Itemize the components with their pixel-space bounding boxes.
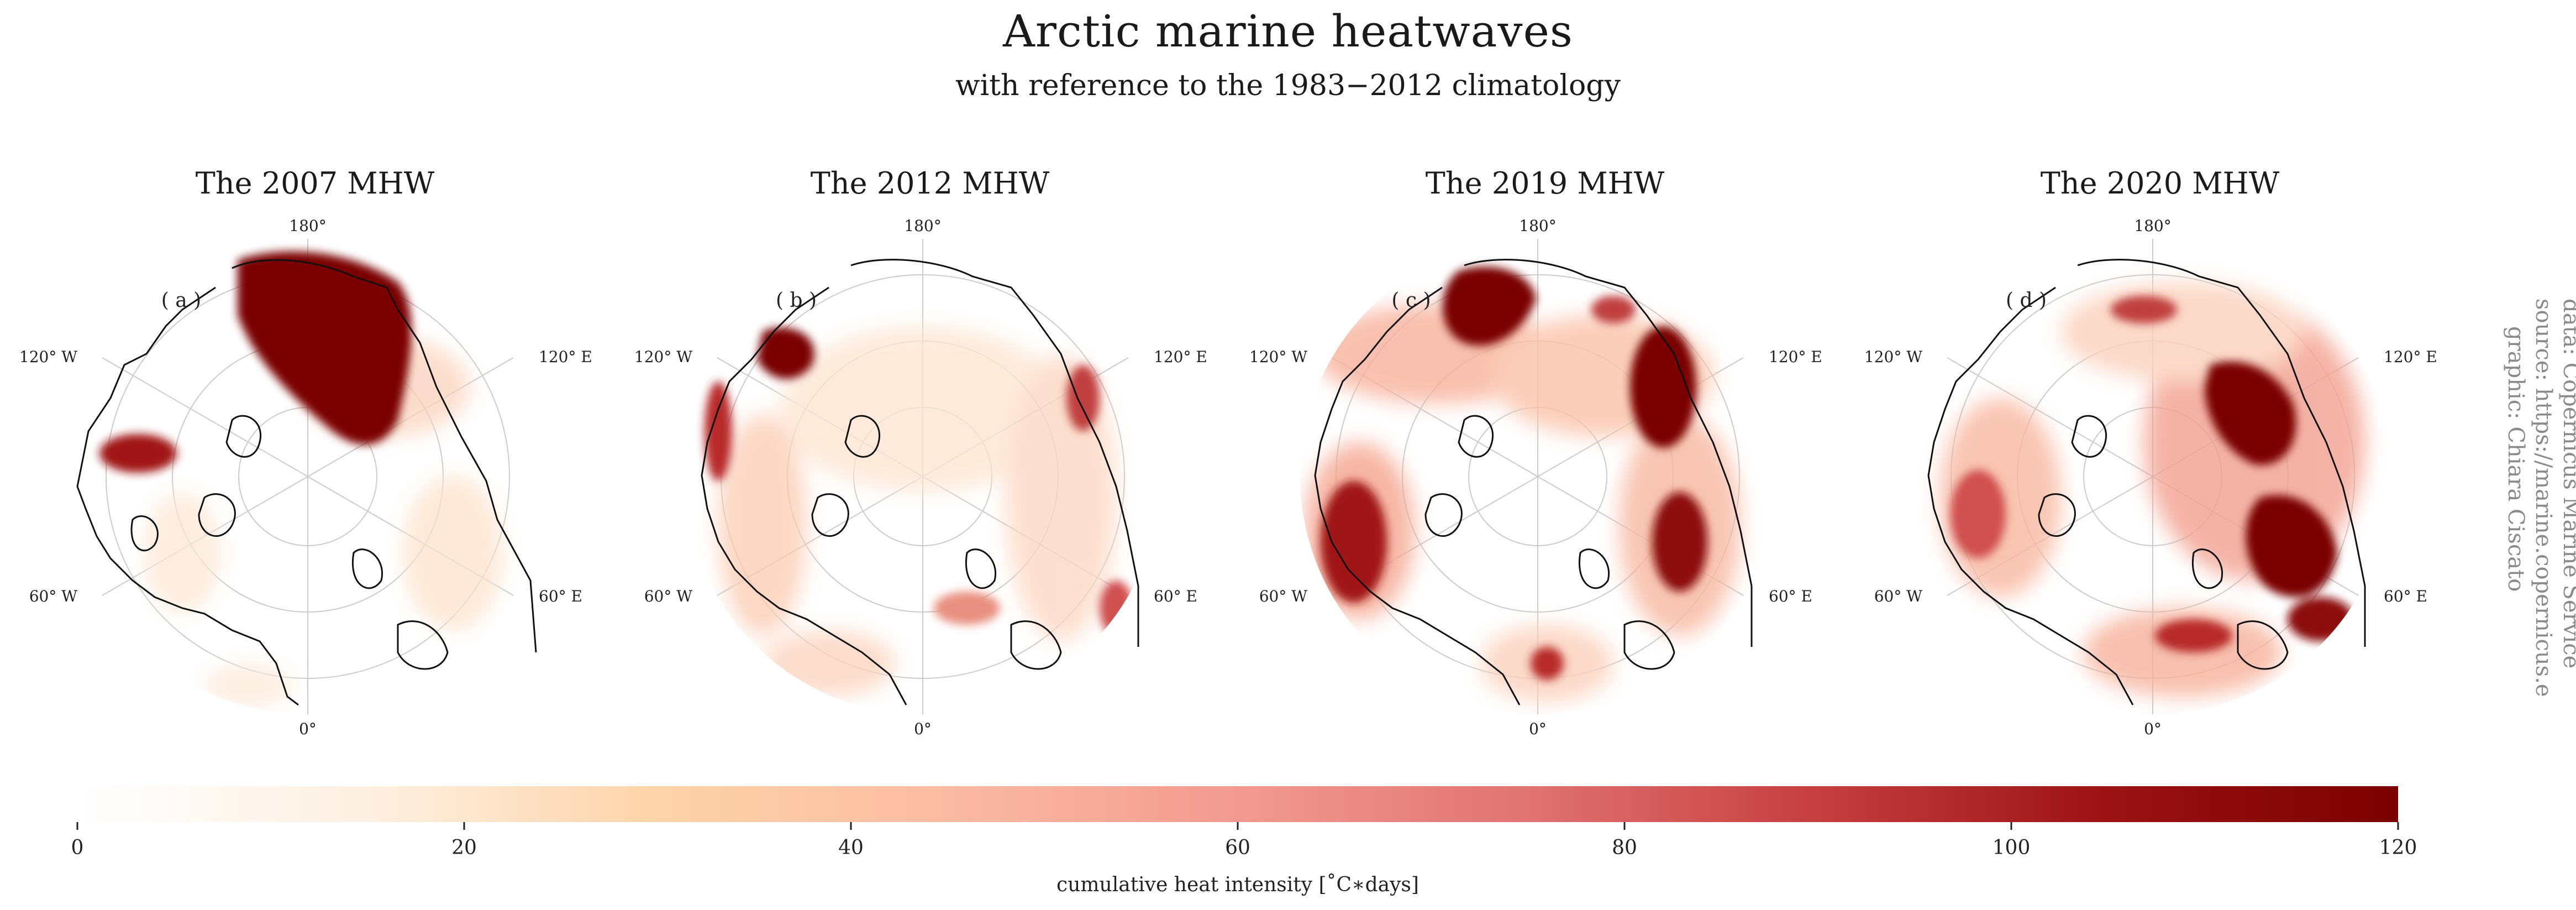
colorbar-tick-label: 0 [71, 836, 84, 859]
figure-title: Arctic marine heatwaves [1003, 6, 1573, 57]
lon-label-60e: 60° E [2384, 587, 2427, 605]
coastlines [76, 259, 537, 706]
panel-title-2007: The 2007 MHW [195, 166, 435, 201]
panel-letter-a: ( a ) [161, 289, 201, 312]
lon-label-180: 180° [904, 217, 941, 235]
coastlines [701, 259, 1139, 705]
lon-label-180: 180° [1519, 217, 1556, 235]
colorbar-tick-label: 20 [451, 836, 477, 859]
lon-label-120w: 120° W [634, 348, 692, 366]
heat-intensity-field [1304, 266, 1741, 702]
map-panel-b: 180° 0° 120° W 120° E 60° W 60° E ( b ) [634, 217, 1207, 738]
coastlines [1314, 259, 1753, 705]
lon-label-60e: 60° E [539, 587, 582, 605]
colorbar-tick-label: 60 [1225, 836, 1250, 859]
lon-label-180: 180° [289, 217, 326, 235]
lon-label-60w: 60° W [644, 587, 693, 605]
figure-subtitle: with reference to the 1983−2012 climatol… [955, 69, 1621, 102]
map-panel-d: 180° 0° 120° W 120° E 60° W 60° E ( d ) [1864, 217, 2437, 738]
panel-letter-d: ( d ) [2006, 289, 2047, 312]
lon-label-60w: 60° W [1874, 587, 1923, 605]
lon-label-0: 0° [2144, 720, 2162, 738]
panel-letter-b: ( b ) [776, 289, 817, 312]
map-panel-a: 180° 0° 120° W 120° E 60° W 60° E ( a ) [19, 217, 592, 738]
colorbar-tick-label: 120 [2379, 836, 2417, 859]
lon-label-120e: 120° E [2384, 348, 2437, 366]
lon-label-120w: 120° W [1864, 348, 1922, 366]
heat-intensity-field [1939, 282, 2365, 697]
colorbar-tick-label: 80 [1612, 836, 1637, 859]
lon-label-0: 0° [1529, 720, 1547, 738]
colorbar-tick-label: 40 [838, 836, 864, 859]
lon-label-120w: 120° W [1249, 348, 1307, 366]
credit-source: source: https://marine.copernicus.eu/ [2531, 299, 2556, 697]
lon-label-60w: 60° W [1259, 587, 1308, 605]
colorbar-label: cumulative heat intensity [˚C∗days] [1056, 874, 1419, 896]
heat-intensity-field [705, 326, 1133, 697]
lon-label-180: 180° [2134, 217, 2171, 235]
lon-label-120e: 120° E [1769, 348, 1822, 366]
lon-label-120e: 120° E [539, 348, 592, 366]
map-panel-c: 180° 0° 120° W 120° E 60° W 60° E ( c ) [1249, 217, 1822, 738]
panel-letter-c: ( c ) [1391, 289, 1431, 312]
heat-intensity-field [99, 251, 503, 708]
lon-label-60e: 60° E [1769, 587, 1812, 605]
lon-label-60w: 60° W [29, 587, 78, 605]
lon-label-0: 0° [299, 720, 317, 738]
panel-title-2019: The 2019 MHW [1425, 166, 1665, 201]
panel-title-2012: The 2012 MHW [810, 166, 1050, 201]
lon-label-0: 0° [914, 720, 932, 738]
colorbar-ticks: 0 20 40 60 80 100 120 [71, 822, 2417, 859]
coastlines [1927, 259, 2366, 705]
panel-title-2020: The 2020 MHW [2040, 166, 2280, 201]
credit-graphic: graphic: Chiara Ciscato [2503, 326, 2528, 592]
colorbar: 0 20 40 60 80 100 120 cumulative heat intensit… [71, 786, 2417, 896]
colorbar-gradient [77, 786, 2398, 822]
lon-label-120e: 120° E [1154, 348, 1207, 366]
credits: data: Copernicus Marine Service source: … [2503, 299, 2576, 697]
colorbar-tick-label: 100 [1993, 836, 2031, 859]
lon-label-60e: 60° E [1154, 587, 1197, 605]
credit-data: data: Copernicus Marine Service [2558, 299, 2576, 668]
lon-label-120w: 120° W [19, 348, 77, 366]
